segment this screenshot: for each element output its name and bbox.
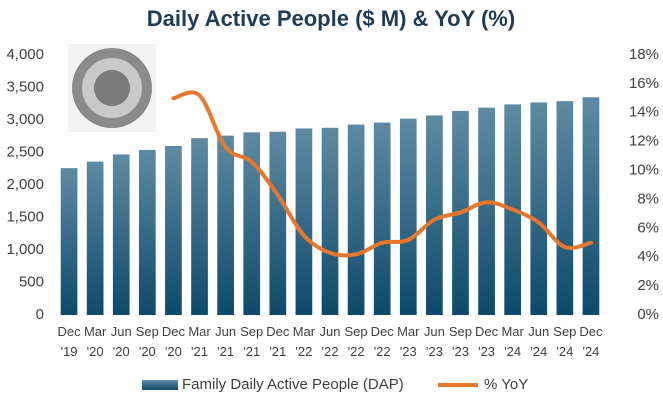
bar bbox=[582, 97, 600, 315]
x-tick-label: Mar '20 bbox=[84, 324, 107, 359]
legend-swatch bbox=[142, 380, 178, 390]
x-tick-label: Jun '20 bbox=[111, 324, 132, 359]
x-tick-label: Sep '24 bbox=[553, 324, 576, 359]
bar bbox=[399, 118, 417, 315]
y-tick-label: 4,000 bbox=[6, 46, 44, 63]
x-tick-label: Mar '21 bbox=[188, 324, 211, 359]
bar bbox=[321, 127, 339, 315]
bar bbox=[60, 168, 78, 315]
y-tick-label: 1,000 bbox=[6, 241, 44, 258]
x-tick-label: Jun '21 bbox=[215, 324, 236, 359]
y-tick-label: 0 bbox=[36, 306, 44, 323]
y2-tick-label: 8% bbox=[637, 190, 659, 207]
line bbox=[171, 90, 593, 258]
x-tick-label: Jun '22 bbox=[320, 324, 341, 359]
y2-tick-label: 2% bbox=[637, 277, 659, 294]
y2-tick-label: 6% bbox=[637, 219, 659, 236]
x-tick-label: Mar '22 bbox=[293, 324, 316, 359]
bar bbox=[86, 161, 104, 315]
x-tick-label: Jun '23 bbox=[424, 324, 445, 359]
bar bbox=[243, 132, 261, 315]
y2-tick-label: 14% bbox=[629, 104, 659, 121]
bar bbox=[478, 107, 495, 316]
bar bbox=[556, 101, 574, 316]
x-tick-label: Jun '24 bbox=[528, 324, 549, 359]
x-tick-label: Sep '20 bbox=[136, 324, 159, 359]
y2-tick-label: 16% bbox=[629, 75, 659, 92]
x-tick-label: Sep '21 bbox=[240, 324, 263, 359]
x-tick-label: Dec '22 bbox=[371, 324, 395, 359]
bar bbox=[269, 131, 287, 315]
bar bbox=[138, 149, 156, 315]
legend-label: Family Daily Active People (DAP) bbox=[182, 376, 404, 393]
bar bbox=[295, 128, 313, 315]
x-tick-label: Sep '22 bbox=[345, 324, 368, 359]
x-tick-label: Mar '24 bbox=[501, 324, 524, 359]
x-tick-label: Dec '20 bbox=[162, 324, 186, 359]
x-tick-label: Dec '21 bbox=[266, 324, 290, 359]
y-tick-label: 1,500 bbox=[6, 208, 44, 225]
bar bbox=[530, 102, 548, 315]
bar bbox=[373, 122, 391, 315]
chart-title: Daily Active People ($ M) & YoY (%) bbox=[147, 6, 515, 31]
y2-tick-label: 4% bbox=[637, 248, 659, 265]
logo bbox=[68, 44, 156, 132]
bar bbox=[165, 146, 182, 315]
y-tick-label: 2,500 bbox=[6, 143, 44, 160]
y-tick-label: 3,500 bbox=[6, 78, 44, 95]
x-tick-label: Dec '24 bbox=[579, 324, 603, 359]
x-tick-label: Mar '23 bbox=[397, 324, 420, 359]
legend-label: % YoY bbox=[484, 376, 528, 393]
bar bbox=[426, 115, 443, 315]
y-tick-label: 3,000 bbox=[6, 111, 44, 128]
bar bbox=[217, 135, 234, 315]
y2-tick-label: 18% bbox=[629, 46, 659, 63]
x-tick-label: Dec '23 bbox=[475, 324, 499, 359]
y-tick-label: 2,000 bbox=[6, 176, 44, 193]
bar bbox=[347, 124, 365, 315]
bar bbox=[191, 138, 208, 315]
y2-tick-label: 12% bbox=[629, 133, 659, 150]
y2-tick-label: 0% bbox=[637, 306, 659, 323]
x-tick-label: Dec '19 bbox=[57, 324, 81, 359]
y-tick-label: 500 bbox=[19, 273, 44, 290]
x-tick-label: Sep '23 bbox=[449, 324, 472, 359]
bar bbox=[112, 154, 130, 315]
y2-tick-label: 10% bbox=[629, 162, 659, 179]
